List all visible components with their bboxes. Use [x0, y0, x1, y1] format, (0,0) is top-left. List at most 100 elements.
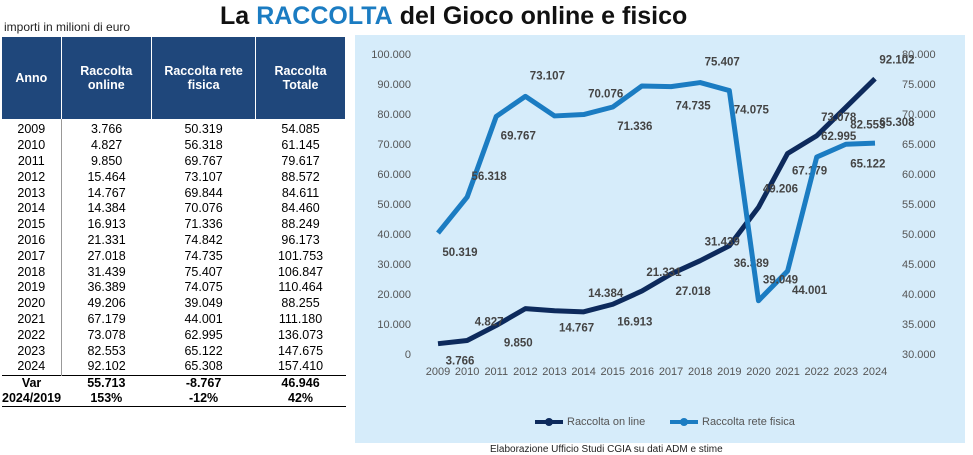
footer-cell: 153%: [61, 390, 152, 407]
footer-row: 2024/2019 153% -12% 42%: [2, 390, 346, 407]
x-tick-label: 2022: [804, 366, 828, 378]
table-row: 2015 16.913 71.336 88.249: [2, 216, 346, 233]
footer-cell: 2024/2019: [2, 390, 62, 407]
data-label: 74.075: [734, 105, 770, 117]
table-cell: 39.049: [184, 296, 223, 311]
data-label: 49.206: [763, 183, 798, 195]
data-label: 27.018: [675, 286, 711, 298]
data-label: 21.331: [646, 267, 682, 279]
table-cell: 73.078: [87, 327, 126, 342]
table-row: 2012 15.464 73.107 88.572: [2, 169, 346, 186]
table-cell: 62.995: [184, 327, 223, 342]
y-tick-label: 100.000: [371, 49, 411, 61]
table-cell: 106.847: [277, 264, 324, 279]
table-row: 2016 21.331 74.842 96.173: [2, 232, 346, 249]
header-cell: Raccolta Totale: [255, 37, 346, 119]
y2-tick-label: 75.000: [902, 79, 936, 91]
table-cell: 65.122: [184, 343, 223, 358]
table-cell: 73.107: [184, 169, 223, 184]
title-part: La: [220, 2, 250, 30]
data-label: 73.078: [821, 112, 857, 124]
table-cell: 3.766: [90, 122, 123, 137]
x-tick-label: 2020: [746, 366, 770, 378]
table-row: 2013 14.767 69.844 84.611: [2, 185, 346, 201]
table-cell: 74.075: [184, 280, 223, 295]
table-cell: 136.073: [277, 327, 324, 342]
table-cell: 4.827: [90, 138, 123, 153]
data-label: 67.179: [792, 165, 827, 177]
data-label: 3.766: [446, 356, 475, 368]
table-row: 2021 67.179 44.001 111.180: [2, 311, 346, 328]
data-label: 73.107: [530, 70, 565, 82]
x-tick-label: 2011: [484, 366, 508, 378]
table-cell: 49.206: [87, 296, 126, 311]
table-cell: 2021: [2, 311, 62, 328]
source-note: Elaborazione Ufficio Studi CGIA su dati …: [490, 444, 723, 455]
table-cell: 79.617: [281, 153, 320, 168]
table-row: 2017 27.018 74.735 101.753: [2, 248, 346, 265]
table-row: 2011 9.850 69.767 79.617: [2, 153, 346, 170]
x-tick-label: 2016: [630, 366, 654, 378]
table-cell: 36.389: [87, 280, 126, 295]
footer-cell: 42%: [255, 390, 346, 407]
data-label: 4.827: [475, 317, 504, 329]
table-row: 2018 31.439 75.407 106.847: [2, 264, 346, 280]
footer-cell: -8.767: [151, 374, 256, 391]
x-tick-label: 2018: [688, 366, 712, 378]
table-row: 2023 82.553 65.122 147.675: [2, 343, 346, 359]
y2-tick-label: 30.000: [902, 349, 936, 361]
table-row: 2014 14.384 70.076 84.460: [2, 200, 346, 217]
table-cell: 2009: [2, 119, 62, 138]
data-label: 65.122: [850, 158, 885, 170]
table-cell: 21.331: [87, 232, 126, 247]
table-cell: 75.407: [184, 264, 223, 279]
data-label: 9.850: [504, 337, 533, 349]
y2-tick-label: 45.000: [902, 259, 936, 271]
table-cell: 2017: [2, 248, 62, 265]
data-label: 44.001: [792, 285, 828, 297]
series-line: [436, 80, 876, 304]
y-tick-label: 60.000: [377, 169, 411, 181]
table-cell: 88.249: [281, 217, 320, 232]
legend-marker: [545, 418, 553, 426]
table-cell: 9.850: [90, 153, 123, 168]
y-tick-label: 30.000: [377, 259, 411, 271]
x-tick-label: 2021: [775, 366, 799, 378]
table-cell: 2020: [2, 295, 62, 312]
table-cell: 71.336: [184, 217, 223, 232]
series-line: [437, 76, 877, 347]
header-cell: Raccolta online: [61, 37, 153, 119]
data-label: 14.767: [559, 323, 594, 335]
data-table: Anno Raccolta online Raccolta rete fisica R…: [2, 37, 346, 407]
y2-tick-label: 50.000: [902, 229, 936, 241]
x-tick-label: 2009: [426, 366, 450, 378]
table-cell: 2013: [2, 185, 62, 201]
data-label: 71.336: [617, 121, 652, 133]
table-row: 2009 3.766 50.319 54.085: [2, 119, 346, 138]
y2-tick-label: 60.000: [902, 169, 936, 181]
data-label: 74.735: [675, 101, 711, 113]
data-label: 14.384: [588, 288, 624, 300]
footer-row: Var 55.713 -8.767 46.946: [2, 374, 346, 391]
table-cell: 15.464: [87, 169, 126, 184]
table-cell: 2014: [2, 200, 62, 217]
header-row: Anno Raccolta online Raccolta rete fisica R…: [2, 37, 346, 119]
table-cell: 2019: [2, 279, 62, 296]
table-cell: 2012: [2, 169, 62, 186]
table-cell: 84.611: [281, 185, 320, 200]
table-row: 2010 4.827 56.318 61.145: [2, 137, 346, 154]
legend-label: Raccolta on line: [567, 416, 645, 428]
data-label: 75.407: [705, 57, 740, 69]
header-cell: Anno: [2, 37, 62, 119]
x-tick-label: 2019: [717, 366, 741, 378]
table-cell: 44.001: [184, 311, 223, 326]
y-tick-label: 10.000: [377, 319, 411, 331]
table-row: 2024 92.102 65.308 157.410: [2, 358, 346, 376]
y-tick-label: 70.000: [377, 139, 411, 151]
table-cell: 2022: [2, 327, 62, 344]
data-label: 39.049: [763, 275, 798, 287]
x-tick-label: 2023: [834, 366, 858, 378]
x-tick-label: 2017: [659, 366, 683, 378]
data-label: 31.439: [705, 237, 740, 249]
